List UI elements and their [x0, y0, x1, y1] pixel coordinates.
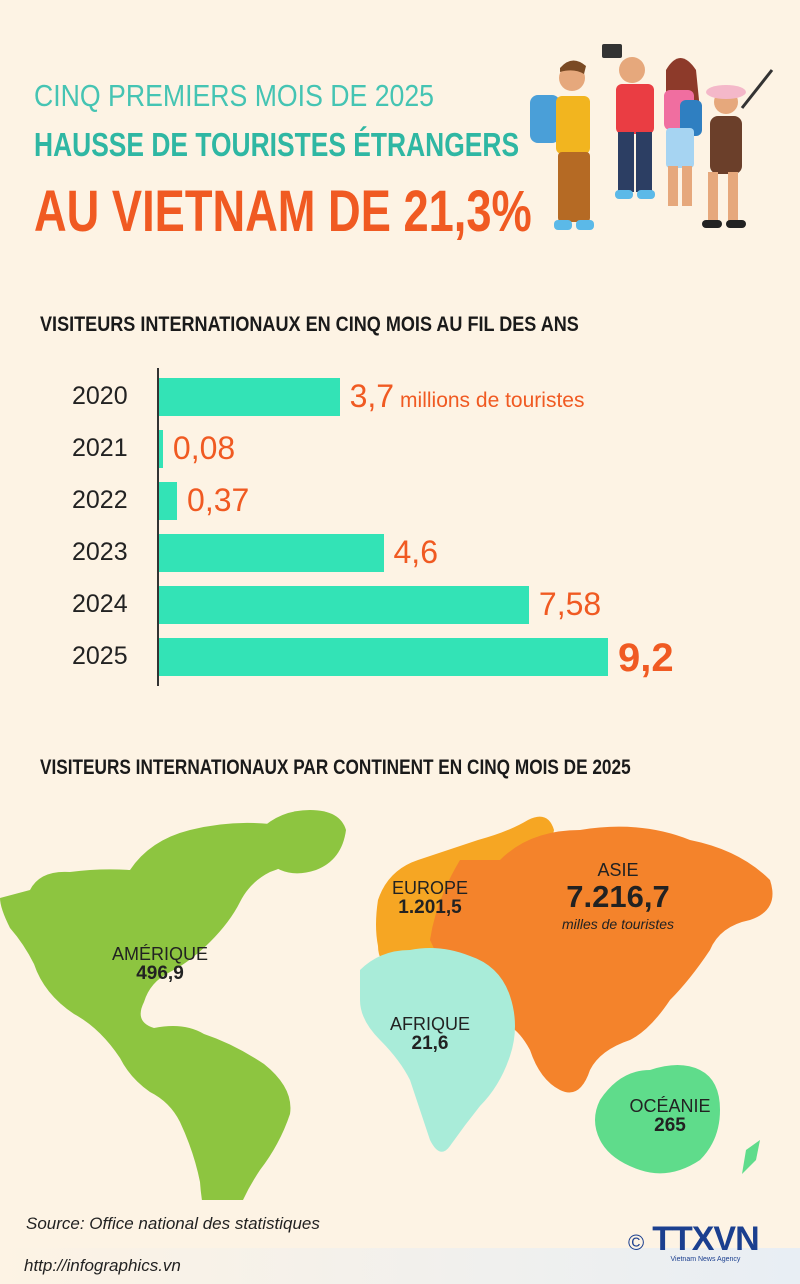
tourist-1-figure	[530, 60, 594, 230]
map-region-africa	[360, 948, 515, 1152]
map-region-america	[0, 822, 310, 1200]
map-label-oceania-value: 265	[654, 1115, 686, 1136]
bar-category-label: 2024	[72, 590, 128, 618]
bar-2020	[159, 378, 340, 416]
map-label-africa-value: 21,6	[411, 1033, 449, 1054]
bar-value-label: 0,37	[187, 482, 250, 518]
bar-2023	[159, 534, 384, 572]
bar-2022	[159, 482, 178, 520]
map-label-africa: AFRIQUE 21,6	[370, 1014, 490, 1054]
map-region-new-zealand	[742, 1140, 760, 1174]
map-label-oceania-name: OCÉANIE	[629, 1096, 711, 1116]
ttxvn-logo: © TTXVN Vietnam News Agency	[628, 1220, 760, 1263]
map-label-america-value: 496,9	[136, 963, 184, 984]
bar-chart-axis	[157, 368, 159, 686]
map-region-oceania	[595, 1065, 720, 1174]
bar-category-label: 2021	[72, 434, 128, 462]
bar-category-label: 2023	[72, 538, 128, 566]
bar-value-label: 3,7 millions de touristes	[349, 378, 585, 414]
logo-subtext: Vietnam News Agency	[670, 1256, 741, 1263]
map-label-america: AMÉRIQUE 496,9	[90, 944, 230, 984]
bar-value-label: 7,58	[538, 586, 602, 622]
bar-category-label: 2025	[72, 642, 128, 670]
map-label-asia: ASIE 7.216,7 milles de touristes	[518, 860, 718, 934]
map-label-asia-name: ASIE	[597, 860, 639, 880]
source-note: Source: Office national des statistiques	[26, 1214, 320, 1233]
tourist-3-figure	[664, 58, 702, 206]
header-line-2: HAUSSE DE TOURISTES ÉTRANGERS	[34, 126, 520, 163]
chart-title-years: VISITEURS INTERNATIONAUX EN CINQ MOIS AU…	[40, 313, 579, 336]
bar-2021	[159, 430, 163, 468]
map-label-asia-value: 7.216,7	[566, 879, 670, 914]
bar-category-label: 2022	[72, 486, 128, 514]
tourist-2-figure	[602, 44, 655, 199]
header-line-1: CINQ PREMIERS MOIS DE 2025	[34, 78, 435, 113]
bar-value-label: 4,6	[393, 534, 438, 570]
map-label-europe-value: 1.201,5	[398, 897, 462, 918]
logo-text: TTXVN	[652, 1220, 759, 1258]
bar-category-label: 2020	[72, 382, 128, 410]
map-region-asia	[430, 826, 773, 1093]
bar-2025	[159, 638, 608, 676]
bar-2024	[159, 586, 529, 624]
footer-bar	[0, 1248, 800, 1284]
bar-value-label: 9,2	[618, 636, 674, 680]
tourist-4-figure	[702, 69, 774, 228]
map-label-asia-unit: milles de touristes	[561, 916, 675, 932]
map-label-america-name: AMÉRIQUE	[111, 944, 208, 964]
copyright-icon: ©	[628, 1229, 645, 1255]
map-label-oceania: OCÉANIE 265	[610, 1096, 730, 1136]
map-region-greenland	[258, 810, 346, 874]
tourists-illustration	[530, 44, 774, 230]
map-label-africa-name: AFRIQUE	[389, 1014, 470, 1034]
chart-title-continents: VISITEURS INTERNATIONAUX PAR CONTINENT E…	[40, 756, 631, 779]
bar-unit-label: millions de touristes	[400, 389, 585, 412]
map-label-europe: EUROPE 1.201,5	[370, 878, 490, 918]
source-url-link[interactable]: http://infographics.vn	[24, 1256, 181, 1275]
map-label-europe-name: EUROPE	[391, 878, 469, 898]
header-headline: AU VIETNAM DE 21,3%	[34, 179, 532, 244]
bar-value-label: 0,08	[172, 430, 236, 466]
world-map	[0, 810, 773, 1200]
